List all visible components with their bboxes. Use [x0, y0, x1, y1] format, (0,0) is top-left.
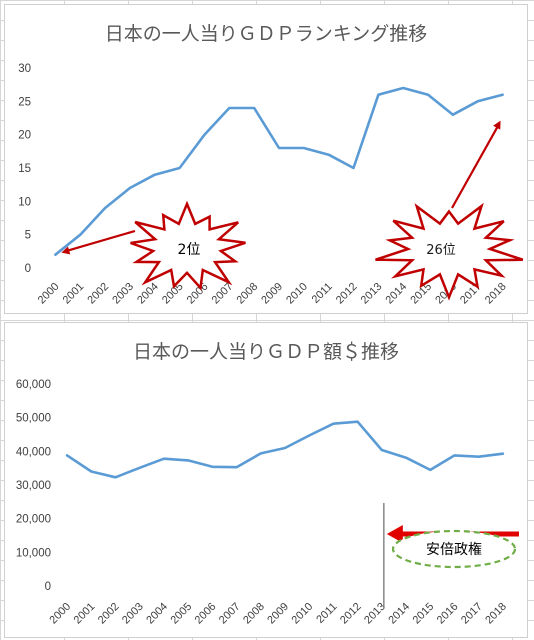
x-tick-label: 2007	[217, 601, 243, 627]
x-tick-label: 2014	[384, 281, 410, 307]
x-tick-label: 2017	[459, 601, 485, 627]
y-tick-label: 40,000	[16, 446, 51, 458]
x-tick-label: 2016	[435, 601, 461, 627]
x-tick-label: 2001	[61, 281, 87, 307]
x-tick-label: 2004	[144, 601, 170, 627]
y-tick-label: 60,000	[16, 379, 51, 391]
x-tick-label: 2015	[411, 601, 437, 627]
y-tick-label: 5	[25, 230, 31, 242]
x-tick-label: 2000	[47, 601, 73, 627]
x-tick-label: 2000	[36, 281, 62, 307]
y-tick-label: 20,000	[16, 514, 51, 526]
x-tick-label: 2018	[483, 601, 509, 627]
administration-label: 安倍政権	[426, 541, 482, 558]
explosion-shape	[375, 202, 524, 301]
x-tick-label: 2004	[135, 281, 161, 307]
series-line	[65, 420, 505, 479]
x-tick-label: 2008	[241, 601, 267, 627]
x-tick-label: 2010	[284, 281, 310, 307]
gdp-amount-chart-panel[interactable]: 日本の一人当りＧＤＰ額＄推移 0 10,000 20,000 30,000 40,000…	[4, 322, 528, 638]
administration-ellipse	[391, 529, 517, 569]
annotation-arrow	[67, 229, 136, 252]
arrow-head	[61, 246, 71, 255]
x-tick-label: 2018	[483, 281, 509, 307]
x-tick-label: 2005	[168, 601, 194, 627]
x-tick-label: 2011	[310, 281, 335, 306]
y-tick-label: 30	[18, 63, 31, 75]
annotation-label: 26位	[426, 243, 456, 258]
x-tick-label: 2002	[85, 281, 111, 307]
y-tick-label: 25	[18, 96, 31, 108]
explosion-shape	[130, 200, 246, 291]
x-tick-label: 2009	[265, 601, 291, 627]
y-tick-label: 50,000	[16, 413, 51, 425]
chart-title: 日本の一人当りＧＤＰランキング推移	[105, 23, 427, 45]
x-tick-label: 2001	[72, 601, 98, 627]
x-tick-label: 2013	[359, 281, 385, 307]
gdp-amount-chart: 日本の一人当りＧＤＰ額＄推移 0 10,000 20,000 30,000 40,000…	[16, 341, 519, 627]
x-tick-label: 2008	[234, 281, 260, 307]
x-tick-label: 2014	[386, 601, 412, 627]
x-tick-label: 2003	[120, 601, 146, 627]
y-tick-label: 10,000	[16, 547, 51, 559]
chart-title: 日本の一人当りＧＤＰ額＄推移	[133, 341, 399, 363]
x-tick-label: 2012	[334, 281, 360, 307]
y-tick-label: 10	[18, 196, 31, 208]
x-tick-label: 2009	[259, 281, 285, 307]
x-tick-label: 2010	[290, 601, 316, 627]
x-tick-label: 2017	[458, 281, 484, 307]
y-tick-label: 20	[18, 130, 31, 142]
ranking-chart-panel[interactable]: 日本の一人当りＧＤＰランキング推移 0 5 10 15 20 25 30 2000 2001 2…	[4, 4, 528, 314]
y-tick-label: 0	[45, 581, 51, 593]
arrow-head	[386, 525, 403, 543]
arrow-head	[493, 120, 501, 130]
x-tick-label: 2012	[338, 601, 364, 627]
x-tick-label: 2011	[314, 601, 339, 626]
x-tick-label: 2003	[110, 281, 136, 307]
annotation-arrow	[451, 126, 499, 209]
y-tick-label: 15	[18, 163, 31, 175]
x-tick-label: 2006	[193, 601, 219, 627]
y-tick-label: 30,000	[16, 480, 51, 492]
y-tick-label: 0	[25, 263, 31, 275]
x-tick-label: 2002	[96, 601, 122, 627]
annotation-label: 2位	[178, 242, 201, 258]
